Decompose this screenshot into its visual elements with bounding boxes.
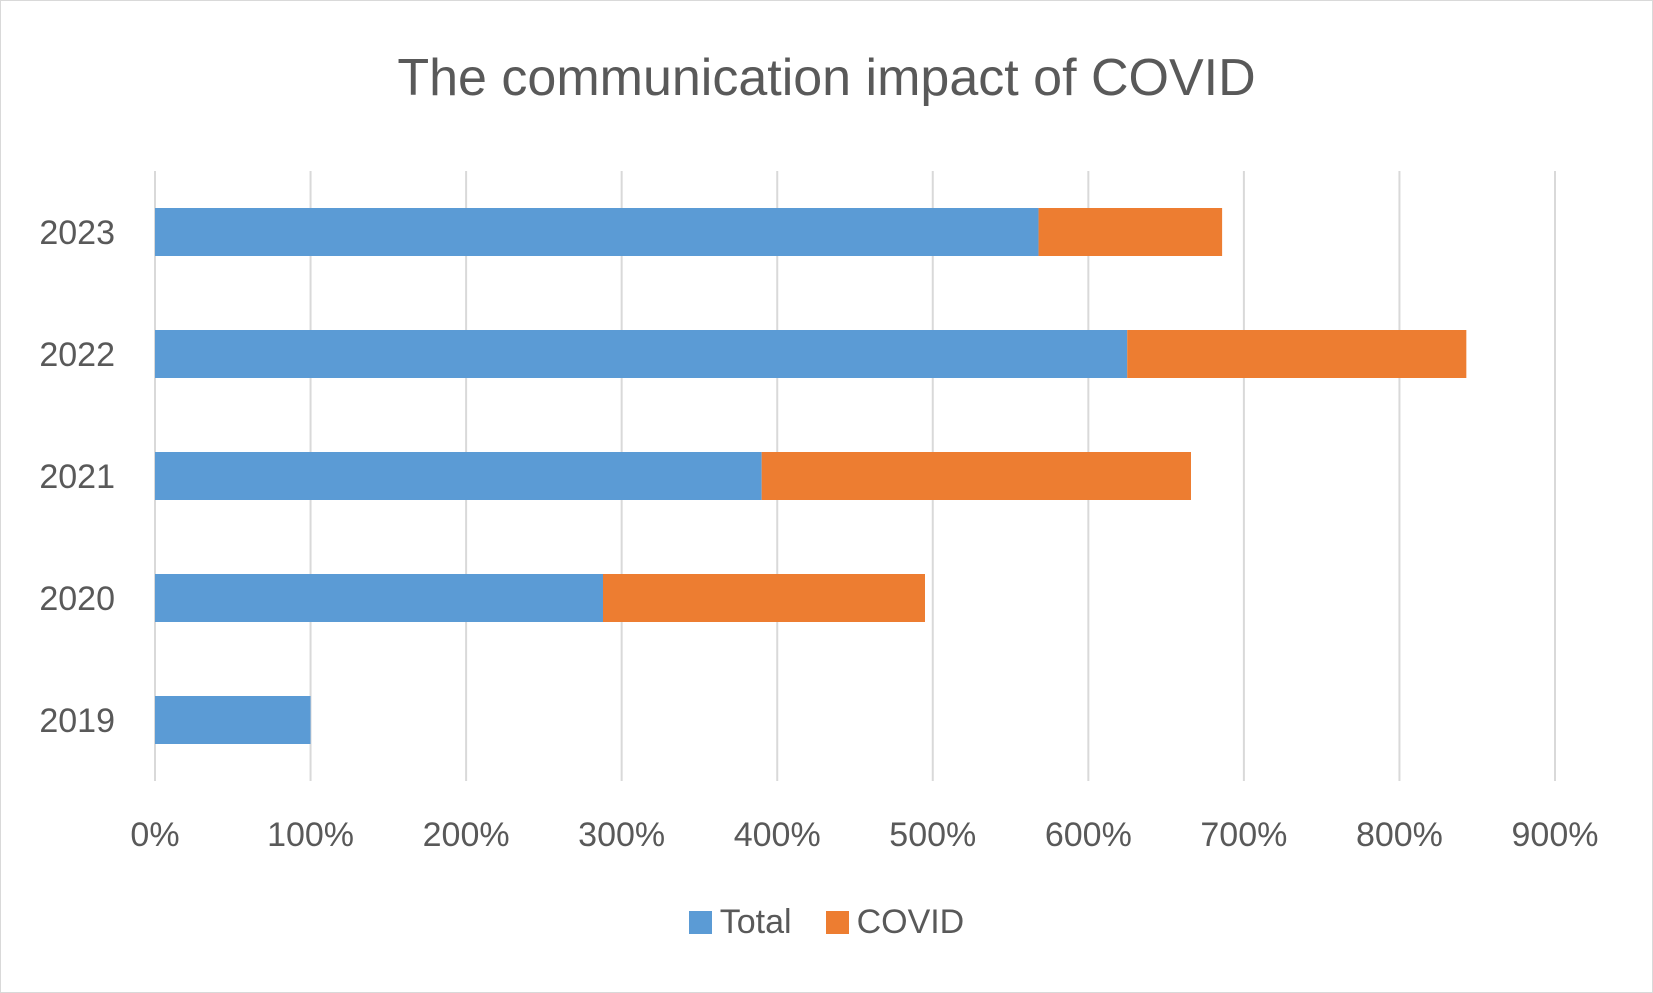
legend-label: COVID xyxy=(856,903,965,941)
x-tick-label: 900% xyxy=(1512,816,1599,854)
bar-covid-2020 xyxy=(603,574,925,622)
bar-total-2021 xyxy=(155,452,762,500)
legend: Total COVID xyxy=(1,903,1652,942)
x-tick-label: 100% xyxy=(267,816,354,854)
bar-covid-2021 xyxy=(761,452,1191,500)
legend-swatch xyxy=(825,911,849,934)
y-tick-label: 2020 xyxy=(39,580,115,618)
bar-total-2019 xyxy=(155,696,311,744)
x-tick-label: 200% xyxy=(423,816,510,854)
x-tick-label: 600% xyxy=(1045,816,1132,854)
legend-swatch xyxy=(688,911,712,934)
legend-item-covid: COVID xyxy=(825,903,965,942)
y-axis-labels: 2019 2020 2021 2022 2023 xyxy=(39,214,115,740)
legend-label: Total xyxy=(719,903,792,941)
y-tick-label: 2023 xyxy=(39,214,115,252)
x-axis-labels: 0% 100% 200% 300% 400% 500% 600% 700% 800% 900% xyxy=(130,816,1598,854)
y-tick-label: 2022 xyxy=(39,336,115,374)
x-tick-label: 800% xyxy=(1356,816,1443,854)
bar-covid-2022 xyxy=(1127,330,1467,378)
y-tick-label: 2021 xyxy=(39,458,115,496)
bar-total-2023 xyxy=(155,208,1039,256)
chart-title: The communication impact of COVID xyxy=(397,49,1256,107)
y-tick-label: 2019 xyxy=(39,702,115,740)
x-tick-label: 300% xyxy=(578,816,665,854)
bar-total-2020 xyxy=(155,574,603,622)
x-tick-label: 400% xyxy=(734,816,821,854)
x-tick-label: 0% xyxy=(130,816,179,854)
legend-item-total: Total xyxy=(688,903,792,942)
bar-total-2022 xyxy=(155,330,1128,378)
bars xyxy=(155,208,1467,744)
x-tick-label: 500% xyxy=(889,816,976,854)
bar-covid-2023 xyxy=(1038,208,1223,256)
x-tick-label: 700% xyxy=(1200,816,1287,854)
